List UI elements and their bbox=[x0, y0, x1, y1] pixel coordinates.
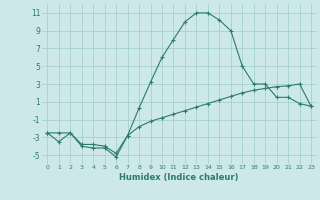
X-axis label: Humidex (Indice chaleur): Humidex (Indice chaleur) bbox=[119, 173, 239, 182]
